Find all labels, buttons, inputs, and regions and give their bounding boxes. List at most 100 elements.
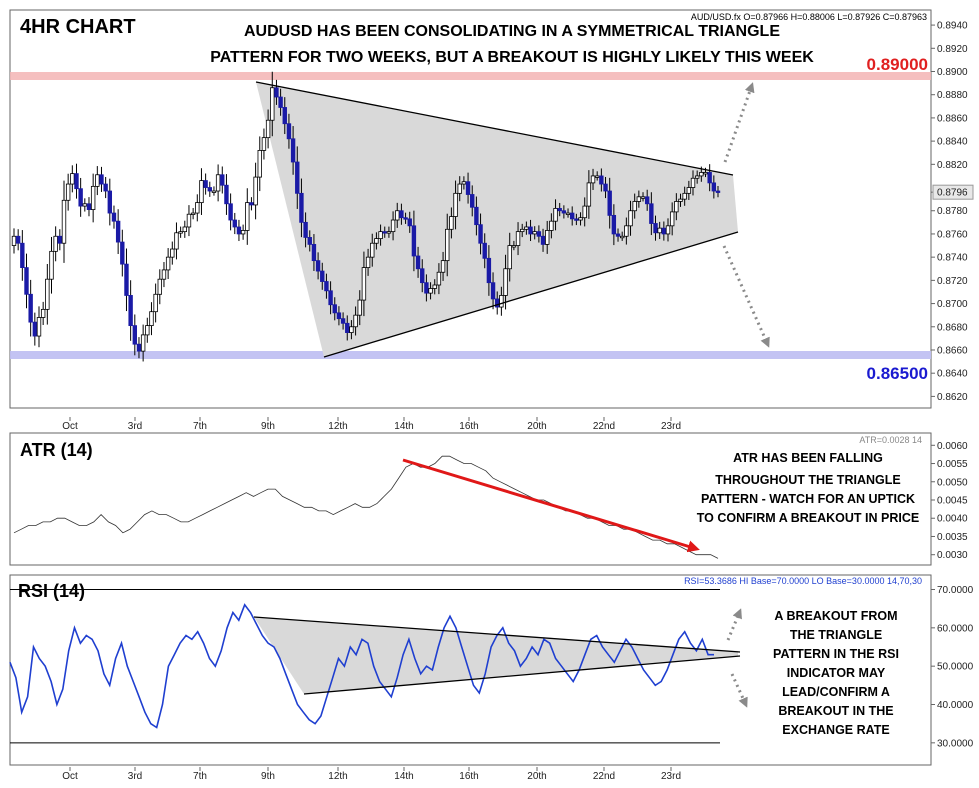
candle-body bbox=[195, 202, 200, 214]
x-tick-label: 12th bbox=[328, 421, 347, 432]
candle bbox=[694, 170, 700, 184]
candle bbox=[682, 186, 687, 206]
candle bbox=[153, 283, 158, 323]
x-tick-label: 16th bbox=[459, 421, 478, 432]
candle bbox=[415, 246, 421, 278]
candle-body bbox=[594, 175, 600, 178]
candle-body bbox=[336, 312, 342, 320]
x-tick-label: 14th bbox=[394, 771, 413, 782]
x-tick-label: Oct bbox=[62, 421, 78, 432]
candle-body bbox=[295, 161, 300, 194]
candle-body bbox=[674, 201, 679, 213]
candle bbox=[399, 203, 404, 225]
candle bbox=[690, 170, 696, 196]
price-tick-label: 0.8760 bbox=[937, 229, 968, 240]
candle-body bbox=[432, 284, 437, 289]
candle-body bbox=[445, 228, 450, 262]
candle bbox=[61, 180, 67, 263]
candle-body bbox=[82, 203, 88, 207]
candle-body bbox=[328, 290, 333, 306]
candle bbox=[165, 248, 171, 280]
chart-label: 4HR CHART bbox=[20, 16, 136, 38]
support-label: 0.86500 bbox=[867, 364, 928, 383]
candle-body bbox=[665, 225, 671, 235]
candle bbox=[524, 221, 529, 235]
rsi-note-line-1: A BREAKOUT FROM bbox=[774, 609, 897, 623]
candle bbox=[115, 209, 121, 255]
candle bbox=[124, 248, 129, 312]
x-tick-label: 20th bbox=[527, 421, 546, 432]
candle-body bbox=[290, 138, 296, 163]
price-tick-label: 0.8680 bbox=[937, 322, 968, 333]
candle-body bbox=[557, 208, 562, 212]
candle-body bbox=[499, 295, 504, 308]
candle bbox=[574, 213, 579, 226]
atr-note: ATR HAS BEEN FALLING THROUGHOUT THE TRIA… bbox=[697, 451, 919, 525]
candle-body bbox=[436, 271, 442, 286]
candle-body bbox=[132, 325, 138, 345]
candle-body bbox=[524, 226, 529, 230]
candle-body bbox=[520, 228, 525, 233]
candle bbox=[303, 212, 308, 248]
candle bbox=[286, 113, 292, 149]
candle-body bbox=[453, 192, 458, 217]
candle-body bbox=[157, 278, 162, 295]
candle-body bbox=[286, 123, 292, 140]
candle bbox=[240, 224, 246, 240]
candle bbox=[411, 210, 417, 272]
candle-body bbox=[349, 326, 354, 333]
price-triangle-shading bbox=[256, 82, 738, 357]
candle-body bbox=[703, 172, 708, 175]
rsi-note-line-4: INDICATOR MAY bbox=[787, 666, 886, 680]
candle bbox=[290, 126, 296, 175]
candle-body bbox=[715, 190, 721, 193]
candle bbox=[36, 306, 42, 348]
rsi-note-line-6: BREAKOUT IN THE bbox=[778, 704, 893, 718]
candle bbox=[78, 177, 83, 217]
candle-body bbox=[136, 343, 142, 352]
candle-body bbox=[361, 267, 367, 301]
rsi-tick-label: 50.0000 bbox=[937, 662, 974, 673]
rsi-axis: 70.0000 60.0000 50.0000 40.0000 30.0000 bbox=[931, 585, 974, 749]
candle-body bbox=[11, 235, 17, 246]
candle-body bbox=[61, 199, 67, 244]
candle-body bbox=[357, 299, 362, 316]
candle bbox=[486, 245, 492, 296]
atr-note-line-2: THROUGHOUT THE TRIANGLE bbox=[715, 473, 900, 487]
candle-body bbox=[428, 288, 433, 294]
candle bbox=[95, 166, 100, 196]
candle-body bbox=[24, 267, 29, 295]
candle-body bbox=[507, 245, 512, 270]
x-tick-label: 20th bbox=[527, 771, 546, 782]
candle-body bbox=[270, 87, 275, 121]
candle-body bbox=[661, 227, 667, 235]
candle bbox=[428, 282, 433, 300]
candle-body bbox=[511, 245, 517, 248]
candle-body bbox=[20, 242, 25, 268]
candle-body bbox=[165, 256, 171, 271]
price-triangle-upper-trendline bbox=[255, 81, 734, 176]
candle bbox=[465, 172, 471, 204]
candle-body bbox=[215, 174, 221, 192]
candle bbox=[707, 164, 712, 192]
candle-body bbox=[553, 208, 558, 222]
x-tick-label: 22nd bbox=[593, 771, 615, 782]
candle bbox=[365, 248, 371, 276]
candle bbox=[590, 168, 596, 190]
price-tick-label: 0.8720 bbox=[937, 276, 968, 287]
candle-body bbox=[482, 242, 487, 259]
headline-line-1: AUDUSD HAS BEEN CONSOLIDATING IN A SYMME… bbox=[244, 23, 780, 40]
candle bbox=[220, 166, 225, 194]
x-tick-label: 3rd bbox=[128, 421, 142, 432]
candle bbox=[390, 211, 396, 241]
candle-body bbox=[253, 176, 258, 206]
candle-body bbox=[228, 203, 233, 221]
candle bbox=[228, 193, 233, 231]
candle-body bbox=[365, 256, 371, 268]
candle bbox=[28, 279, 33, 337]
candle bbox=[628, 200, 633, 236]
candle-body bbox=[599, 175, 604, 185]
candle bbox=[578, 212, 583, 226]
candle bbox=[15, 229, 21, 251]
